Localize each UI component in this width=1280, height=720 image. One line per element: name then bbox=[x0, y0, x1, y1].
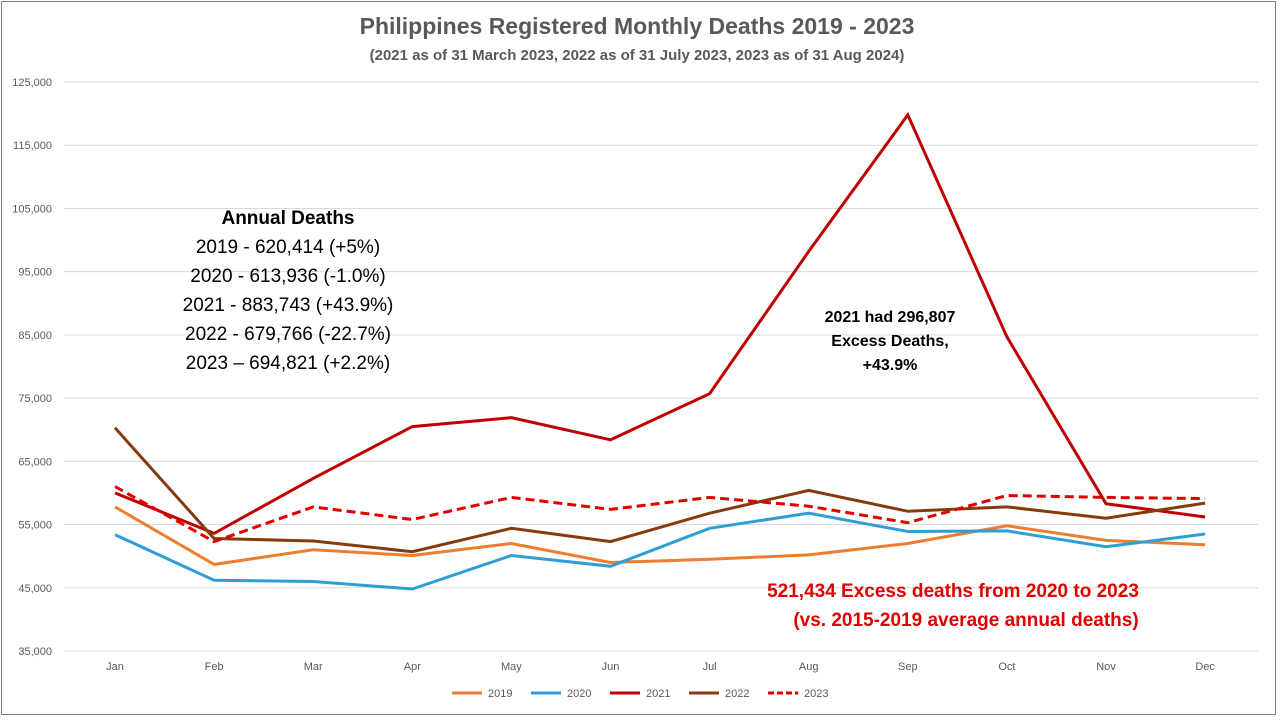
legend-label-2019: 2019 bbox=[488, 688, 512, 700]
x-tick-label: May bbox=[501, 661, 522, 673]
annual-deaths-title: Annual Deaths bbox=[221, 208, 354, 229]
x-tick-label: Feb bbox=[205, 661, 224, 673]
excess-total-line1: 521,434 Excess deaths from 2020 to 2023 bbox=[767, 581, 1139, 602]
x-axis-ticks: Jan Feb Mar Apr May Jun Jul Aug Sep Oct Nov Dec bbox=[106, 661, 1215, 673]
annual-deaths-2021: 2021 - 883,743 (+43.9%) bbox=[183, 295, 394, 316]
y-tick-label: 35,000 bbox=[18, 646, 52, 658]
series-line-2022 bbox=[113, 426, 1206, 554]
x-tick-label: Sep bbox=[898, 661, 918, 673]
x-tick-label: Apr bbox=[404, 661, 421, 673]
chart-title: Philippines Registered Monthly Deaths 20… bbox=[360, 13, 915, 39]
x-tick-label: Oct bbox=[998, 661, 1015, 673]
y-tick-label: 55,000 bbox=[18, 520, 52, 532]
legend-label-2020: 2020 bbox=[567, 688, 591, 700]
x-tick-label: Mar bbox=[304, 661, 323, 673]
annual-deaths-2022: 2022 - 679,766 (-22.7%) bbox=[185, 324, 391, 345]
gridlines bbox=[64, 81, 1258, 652]
series-line-2023 bbox=[114, 485, 1206, 544]
excess-2021-line3: +43.9% bbox=[863, 357, 918, 374]
legend-label-2023: 2023 bbox=[804, 688, 828, 700]
y-tick-label: 125,000 bbox=[12, 77, 52, 89]
x-tick-label: Nov bbox=[1096, 661, 1116, 673]
series-lines bbox=[113, 111, 1206, 591]
x-tick-label: Jul bbox=[703, 661, 717, 673]
x-tick-label: Dec bbox=[1195, 661, 1215, 673]
annual-deaths-2020: 2020 - 613,936 (-1.0%) bbox=[190, 266, 385, 287]
y-tick-label: 65,000 bbox=[18, 456, 52, 468]
legend-label-2021: 2021 bbox=[646, 688, 670, 700]
chart-subtitle: (2021 as of 31 March 2023, 2022 as of 31… bbox=[370, 47, 905, 64]
x-tick-label: Aug bbox=[799, 661, 819, 673]
series-line-2020 bbox=[114, 511, 1206, 591]
y-tick-label: 85,000 bbox=[18, 330, 52, 342]
y-axis-ticks: 35,000 45,000 55,000 65,000 75,000 85,000 95,0… bbox=[12, 77, 52, 658]
x-tick-label: Jun bbox=[602, 661, 620, 673]
y-tick-label: 115,000 bbox=[13, 140, 52, 152]
y-tick-label: 45,000 bbox=[18, 583, 52, 595]
excess-2021-line1: 2021 had 296,807 bbox=[825, 309, 956, 326]
y-tick-label: 105,000 bbox=[12, 203, 52, 215]
excess-total-line2: (vs. 2015-2019 average annual deaths) bbox=[793, 610, 1138, 631]
excess-2021-line2: Excess Deaths, bbox=[831, 333, 948, 350]
series-line-2019 bbox=[114, 505, 1206, 566]
y-tick-label: 95,000 bbox=[18, 267, 52, 279]
y-tick-label: 75,000 bbox=[18, 393, 52, 405]
annual-deaths-2023: 2023 – 694,821 (+2.2%) bbox=[186, 353, 390, 374]
x-tick-label: Jan bbox=[106, 661, 124, 673]
series-line-2021 bbox=[114, 111, 1206, 536]
annual-deaths-2019: 2019 - 620,414 (+5%) bbox=[196, 237, 380, 258]
legend-label-2022: 2022 bbox=[725, 688, 749, 700]
legend: 2019 2020 2021 2022 2023 bbox=[452, 688, 828, 700]
